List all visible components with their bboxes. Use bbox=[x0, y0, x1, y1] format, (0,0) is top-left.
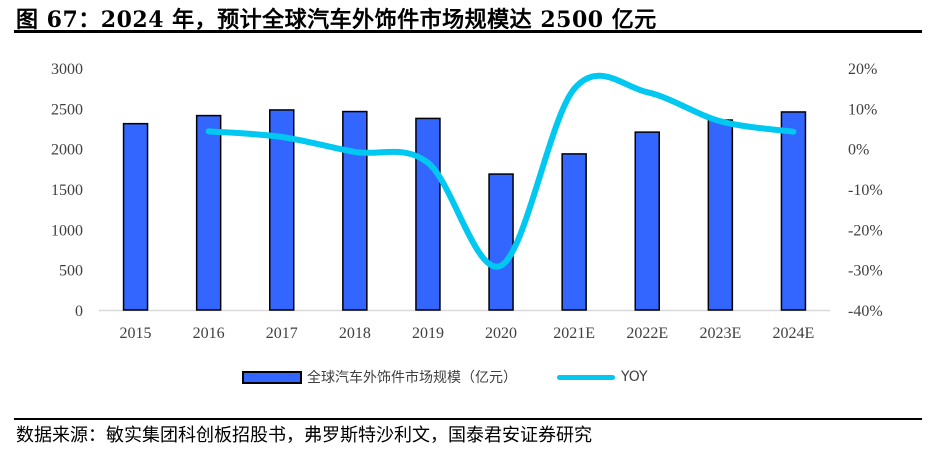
left-axis-tick: 0 bbox=[75, 303, 83, 320]
right-axis-tick: -10% bbox=[848, 182, 883, 199]
bar-2020 bbox=[488, 173, 514, 311]
left-axis-tick: 2000 bbox=[51, 142, 83, 159]
title-divider bbox=[14, 30, 922, 33]
legend-bar-label: 全球汽车外饰件市场规模（亿元） bbox=[307, 370, 517, 386]
left-axis-tick: 500 bbox=[59, 263, 83, 280]
legend: 全球汽车外饰件市场规模（亿元） YOY bbox=[242, 367, 648, 387]
bar-2015 bbox=[122, 122, 149, 311]
bar-2023E bbox=[707, 119, 734, 311]
x-axis-tick: 2019 bbox=[412, 325, 444, 342]
left-axis-tick: 3000 bbox=[51, 61, 83, 78]
x-axis-tick: 2018 bbox=[339, 325, 371, 342]
bar-2024E bbox=[780, 111, 807, 311]
bar-2022E bbox=[634, 131, 660, 311]
bar-2017 bbox=[269, 109, 295, 311]
right-axis-tick: -20% bbox=[848, 222, 883, 239]
yoy-line-series bbox=[205, 72, 797, 270]
chart-area: 0 500 1000 1500 2000 2500 3000 -40% -30% -20% -10… bbox=[51, 61, 883, 342]
x-axis-tick: 2017 bbox=[266, 325, 298, 342]
bar-series bbox=[122, 109, 807, 311]
source-note: 数据来源：敏实集团科创板招股书，弗罗斯特沙利文，国泰君安证券研究 bbox=[16, 425, 592, 446]
left-axis-tick: 1500 bbox=[51, 182, 83, 199]
legend-line-label: YOY bbox=[621, 369, 648, 385]
bar-2019 bbox=[415, 117, 441, 311]
x-axis-tick: 2021E bbox=[553, 325, 595, 342]
right-axis-tick: 20% bbox=[848, 61, 877, 78]
legend-bar-swatch bbox=[242, 370, 302, 384]
right-axis-tick: 10% bbox=[848, 101, 877, 118]
left-axis-ticks: 0 500 1000 1500 2000 2500 3000 bbox=[51, 61, 83, 320]
left-axis-tick: 1000 bbox=[51, 222, 83, 239]
figure-title: 图 67：2024 年，预计全球汽车外饰件市场规模达 2500 亿元 bbox=[16, 7, 657, 33]
x-axis-tick: 2022E bbox=[626, 325, 668, 342]
right-axis-tick: -40% bbox=[848, 303, 883, 320]
bar-2016 bbox=[195, 114, 222, 311]
source-divider bbox=[14, 418, 922, 420]
legend-line-swatch bbox=[557, 374, 615, 380]
right-axis-tick: 0% bbox=[848, 142, 869, 159]
x-axis-tick: 2024E bbox=[773, 325, 815, 342]
x-axis-tick: 2016 bbox=[193, 325, 225, 342]
x-axis-labels: 2015 2016 2017 2018 2019 2020 2021E 2022E 2023E 2… bbox=[120, 325, 815, 342]
x-axis-tick: 2023E bbox=[699, 325, 741, 342]
left-axis-tick: 2500 bbox=[51, 101, 83, 118]
x-axis-tick: 2015 bbox=[120, 325, 152, 342]
right-axis-ticks: -40% -30% -20% -10% 0% 10% 20% bbox=[848, 61, 883, 320]
right-axis-tick: -30% bbox=[848, 263, 883, 280]
x-axis-tick: 2020 bbox=[485, 325, 517, 342]
bar-2018 bbox=[342, 110, 368, 311]
bar-2021E bbox=[561, 153, 587, 311]
